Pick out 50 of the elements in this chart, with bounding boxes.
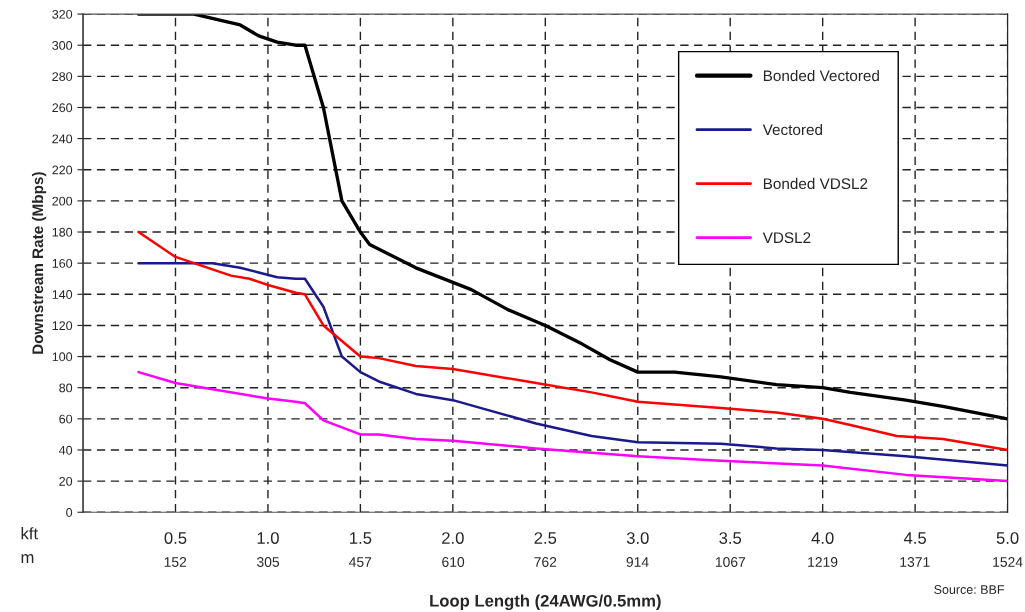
source-note: Source: BBF: [934, 585, 1004, 594]
x2-tick-label: 1524: [993, 557, 1023, 567]
legend-label: Bonded VDSL2: [763, 177, 868, 190]
x-tick-label: 1.5: [350, 532, 372, 544]
x2-tick-label: 457: [349, 557, 372, 567]
y-axis-title: Downstream Rate (Mbps): [31, 172, 47, 354]
x-tick-label: 3.0: [626, 532, 649, 544]
x-tick-label: 4.5: [903, 532, 927, 544]
x-tick-label: 0.5: [164, 532, 187, 544]
text: m: [21, 554, 34, 564]
line-series: [137, 370, 1008, 483]
y-tick-label: 40: [58, 445, 73, 455]
y-tick-label: 0: [66, 508, 73, 517]
x-tick-label: 3.5: [719, 532, 742, 544]
y-tick-label: 200: [52, 196, 73, 206]
text: kft: [21, 527, 38, 540]
y-tick-label: 20: [59, 476, 73, 486]
legend-label: Bonded Vectored: [763, 69, 879, 82]
x2-tick-label: 1371: [900, 557, 930, 567]
line-series: [136, 14, 1008, 421]
legend-label: VDSL2: [762, 232, 811, 244]
y-tick-label: 280: [52, 72, 73, 81]
x2-tick-label: 1219: [808, 557, 838, 567]
y-tick-label: 60: [59, 414, 73, 424]
y-tick-label: 300: [52, 41, 73, 50]
x-axis-title: Loop Length (24AWG/0.5mm): [430, 594, 661, 611]
x-tick-label: 4.0: [811, 532, 834, 544]
x2-tick-label: 762: [534, 557, 557, 567]
legend-label: Vectored: [762, 123, 823, 136]
x2-tick-label: 152: [164, 557, 187, 567]
x-tick-label: 5.0: [996, 532, 1019, 544]
y-tick-label: 260: [52, 103, 73, 113]
y-tick-label: 80: [59, 383, 73, 393]
x-tick-label: 2.0: [442, 532, 464, 544]
x2-tick-label: 305: [257, 557, 280, 567]
y-tick-label: 180: [52, 227, 73, 237]
y-tick-label: 220: [52, 165, 73, 175]
x2-tick-label: 610: [442, 557, 465, 567]
x2-tick-label: 1067: [715, 557, 746, 567]
x2-tick-label: 914: [626, 557, 649, 567]
line-series: [137, 230, 1008, 452]
y-tick-label: 100: [52, 352, 73, 362]
line-series: [137, 261, 1008, 467]
y-tick-label: 140: [52, 290, 73, 299]
y-tick-label: 320: [52, 9, 73, 19]
x-tick-label: 2.5: [534, 532, 557, 544]
x-tick-label: 1.0: [257, 532, 279, 544]
y-tick-label: 240: [52, 134, 73, 144]
y-tick-label: 120: [52, 321, 73, 331]
y-tick-label: 160: [52, 258, 73, 268]
